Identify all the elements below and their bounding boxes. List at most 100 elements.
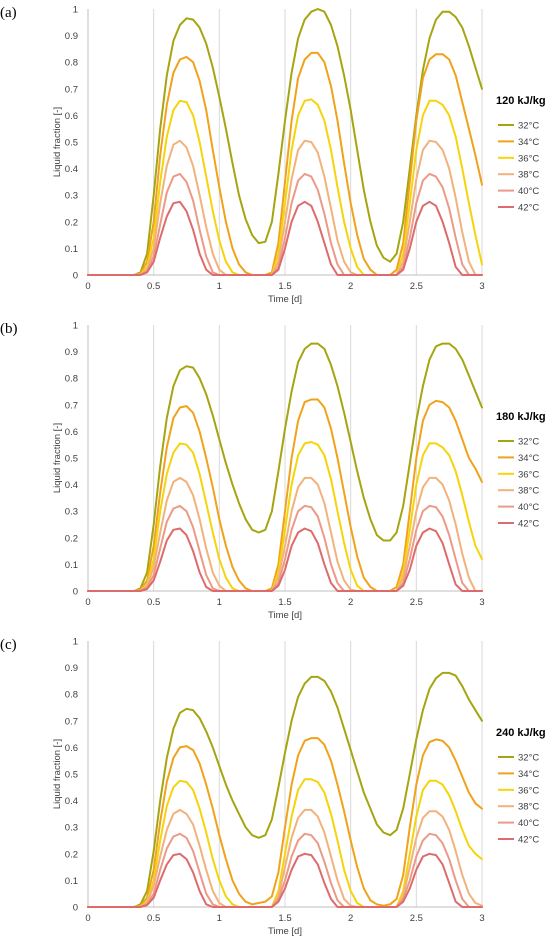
- x-axis-label: Time [d]: [268, 294, 302, 305]
- series-line: [87, 200, 483, 276]
- series-line: [87, 778, 483, 908]
- legend-label: 32°C: [518, 753, 539, 764]
- y-axis-label: Liquid fraction [-]: [52, 107, 63, 177]
- y-tick-label: 0.6: [65, 427, 78, 438]
- y-tick-label: 0.5: [65, 770, 78, 781]
- y-tick-label: 0.1: [65, 560, 78, 571]
- y-tick-label: 0: [73, 903, 78, 914]
- series-line: [87, 441, 483, 592]
- x-axis-label: Time [d]: [268, 610, 302, 621]
- series-line: [87, 342, 483, 592]
- y-tick-label: 0.8: [65, 374, 78, 385]
- series-line: [87, 476, 483, 592]
- y-tick-label: 0.3: [65, 191, 78, 202]
- legend-label: 40°C: [518, 818, 539, 829]
- legend-label: 42°C: [518, 835, 539, 846]
- legend-title: 120 kJ/kg: [496, 95, 546, 107]
- x-tick-label: 1: [217, 913, 222, 924]
- x-tick-label: 2.5: [410, 913, 423, 924]
- y-tick-label: 0.4: [65, 796, 78, 807]
- y-tick-label: 0.2: [65, 217, 78, 228]
- x-tick-label: 1: [217, 597, 222, 608]
- chart-panel: (c) 0 0.1 0.2 0.3 0.4 0.5 0.6 0.7 0.8 0.9 1 0 0.5 1 1.5…: [0, 637, 546, 938]
- legend-label: 42°C: [518, 203, 539, 214]
- y-tick-label: 0: [73, 587, 78, 598]
- y-tick-label: 1: [73, 5, 78, 16]
- series-line: [87, 808, 483, 908]
- y-tick-label: 0.2: [65, 849, 78, 860]
- legend-label: 40°C: [518, 502, 539, 513]
- chart-panel: (b) 0 0.1 0.2 0.3 0.4 0.5 0.6 0.7 0.8 0.9 1 0 0.5 1 1.5…: [0, 321, 546, 622]
- x-tick-label: 2: [348, 597, 353, 608]
- legend-title: 180 kJ/kg: [496, 411, 546, 423]
- series-line: [87, 8, 483, 276]
- y-axis-label: Liquid fraction [-]: [52, 423, 63, 493]
- legend-label: 40°C: [518, 186, 539, 197]
- y-tick-label: 0.3: [65, 823, 78, 834]
- y-tick-label: 0.4: [65, 164, 78, 175]
- legend-title: 240 kJ/kg: [496, 727, 546, 739]
- legend-label: 32°C: [518, 121, 539, 132]
- y-tick-label: 0.9: [65, 663, 78, 674]
- y-tick-label: 0.6: [65, 743, 78, 754]
- y-tick-label: 0.3: [65, 507, 78, 518]
- y-tick-label: 0.2: [65, 533, 78, 544]
- legend-label: 36°C: [518, 469, 539, 480]
- x-tick-label: 2: [348, 281, 353, 292]
- x-tick-label: 0.5: [147, 597, 160, 608]
- x-tick-label: 3: [479, 597, 484, 608]
- y-tick-label: 0.7: [65, 400, 78, 411]
- y-tick-label: 0: [73, 271, 78, 282]
- legend-label: 36°C: [518, 153, 539, 164]
- y-tick-label: 1: [73, 321, 78, 332]
- legend-label: 38°C: [518, 170, 539, 181]
- y-tick-label: 0.7: [65, 716, 78, 727]
- panel-label: (a): [0, 5, 17, 21]
- legend-label: 32°C: [518, 437, 539, 448]
- series-line: [87, 527, 483, 592]
- panel-label: (c): [0, 637, 17, 653]
- legend-label: 34°C: [518, 137, 539, 148]
- y-tick-label: 0.1: [65, 876, 78, 887]
- y-tick-label: 0.1: [65, 244, 78, 255]
- x-tick-label: 3: [479, 913, 484, 924]
- legend-label: 36°C: [518, 785, 539, 796]
- y-axis-label: Liquid fraction [-]: [52, 739, 63, 809]
- x-tick-label: 2.5: [410, 281, 423, 292]
- series-line: [87, 398, 483, 592]
- series-line: [87, 139, 483, 276]
- x-tick-label: 0: [85, 281, 90, 292]
- legend-label: 34°C: [518, 769, 539, 780]
- series-line: [87, 832, 483, 908]
- x-tick-label: 2.5: [410, 597, 423, 608]
- series-line: [87, 98, 483, 276]
- y-tick-label: 0.7: [65, 84, 78, 95]
- x-tick-label: 1.5: [278, 913, 291, 924]
- y-tick-label: 0.6: [65, 111, 78, 122]
- panel-label: (b): [0, 321, 18, 337]
- legend-label: 34°C: [518, 453, 539, 464]
- series-line: [87, 172, 483, 276]
- y-tick-label: 0.9: [65, 31, 78, 42]
- x-tick-label: 1.5: [278, 281, 291, 292]
- x-tick-label: 3: [479, 281, 484, 292]
- x-tick-label: 1: [217, 281, 222, 292]
- y-tick-label: 0.5: [65, 138, 78, 149]
- x-tick-label: 2: [348, 913, 353, 924]
- x-tick-label: 0: [85, 913, 90, 924]
- series-line: [87, 671, 483, 908]
- x-tick-label: 0.5: [147, 281, 160, 292]
- x-tick-label: 0: [85, 597, 90, 608]
- x-tick-label: 1.5: [278, 597, 291, 608]
- series-line: [87, 737, 483, 908]
- legend-label: 38°C: [518, 802, 539, 813]
- legend-label: 38°C: [518, 486, 539, 497]
- legend-label: 42°C: [518, 519, 539, 530]
- y-tick-label: 0.5: [65, 454, 78, 465]
- y-tick-label: 0.8: [65, 58, 78, 69]
- series-line: [87, 504, 483, 592]
- x-axis-label: Time [d]: [268, 926, 302, 937]
- y-tick-label: 0.4: [65, 480, 78, 491]
- y-tick-label: 0.8: [65, 690, 78, 701]
